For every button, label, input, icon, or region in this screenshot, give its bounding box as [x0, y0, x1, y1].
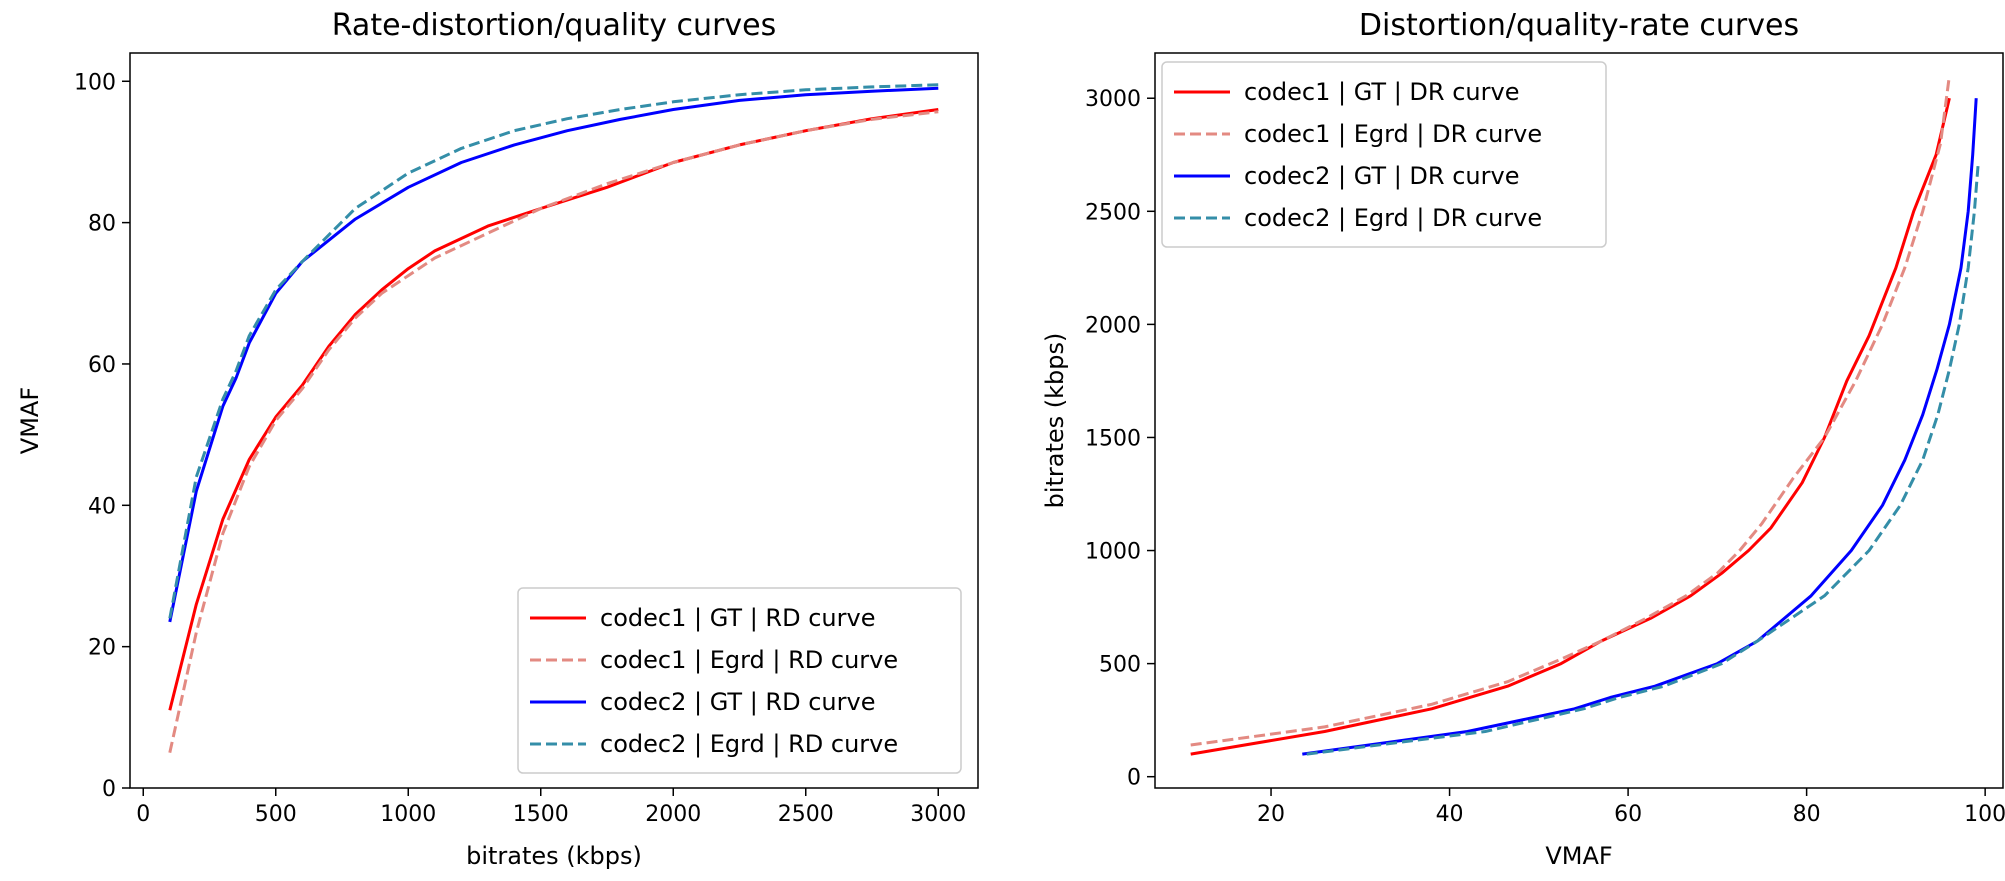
y-tick-label: 2000: [1085, 313, 1141, 338]
x-tick-label: 40: [1436, 802, 1464, 827]
legend-entry: codec1 | Egrd | RD curve: [600, 646, 898, 674]
legend-box: [1161, 61, 1607, 248]
legend-entry: codec1 | GT | DR curve: [1244, 78, 1519, 106]
y-tick-label: 500: [1099, 653, 1141, 678]
legend-entry: codec1 | Egrd | DR curve: [1244, 120, 1542, 148]
y-axis-label: VMAF: [16, 387, 44, 454]
series-line-3: [168, 86, 939, 623]
legend-box: [517, 587, 962, 774]
x-tick-label: 100: [1964, 802, 2005, 827]
x-axis-label: bitrates (kbps): [466, 842, 642, 870]
y-tick-label: 60: [88, 353, 116, 378]
x-tick-label: 20: [1257, 802, 1285, 827]
y-tick-label: 100: [74, 70, 116, 95]
x-tick-label: 0: [136, 802, 150, 827]
chart-panel-2: 20 40 60 80 100050010001500200025003000Disto…: [1041, 8, 2005, 870]
x-tick-label: 1000: [380, 802, 436, 827]
axes-frame: [1154, 52, 2004, 789]
y-tick-label: 0: [102, 777, 116, 802]
legend: codec1 | GT | RD curve codec1 | Egrd | RD…: [517, 587, 962, 774]
series-line-2: [1190, 75, 1951, 747]
legend-entry: codec2 | Egrd | RD curve: [600, 730, 898, 758]
series-line-2: [168, 110, 939, 754]
y-tick-label: 80: [88, 212, 116, 237]
axes-frame: [129, 52, 979, 789]
y-tick-label: 20: [88, 636, 116, 661]
x-tick-label: 80: [1793, 802, 1821, 827]
legend-entry: codec2 | GT | DR curve: [1244, 162, 1519, 190]
legend-entry: codec1 | GT | RD curve: [600, 604, 875, 632]
y-tick-label: 3000: [1085, 87, 1141, 112]
x-tick-label: 3000: [910, 802, 966, 827]
series-line-1: [1190, 97, 1951, 756]
legend: codec1 | GT | DR curve codec1 | Egrd | DR…: [1161, 61, 1607, 248]
x-tick-label: 2000: [645, 802, 701, 827]
x-tick-label: 1500: [513, 802, 569, 827]
legend-entry: codec2 | Egrd | DR curve: [1244, 204, 1542, 232]
series-line-4: [1306, 165, 1980, 756]
y-tick-label: 2500: [1085, 200, 1141, 225]
x-tick-label: 2500: [778, 802, 834, 827]
x-tick-label: 500: [255, 802, 297, 827]
y-tick-label: 40: [88, 494, 116, 519]
x-axis-label: VMAF: [1545, 842, 1612, 870]
series-line-3: [1302, 98, 1978, 756]
chart-title: Distortion/quality-rate curves: [1359, 8, 1799, 43]
y-tick-label: 0: [1127, 766, 1141, 791]
chart-title: Rate-distortion/quality curves: [332, 8, 777, 43]
y-axis-label: bitrates (kbps): [1041, 333, 1069, 509]
series-line-4: [168, 83, 939, 619]
chart-panel-1: 0 500 1000 1500 2000 2500 3000 0 20 40 60 80 100 Rate…: [16, 8, 979, 870]
x-tick-label: 60: [1614, 802, 1642, 827]
y-tick-label: 1000: [1085, 540, 1141, 565]
y-tick-label: 1500: [1085, 426, 1141, 451]
legend-entry: codec2 | GT | RD curve: [600, 688, 875, 716]
